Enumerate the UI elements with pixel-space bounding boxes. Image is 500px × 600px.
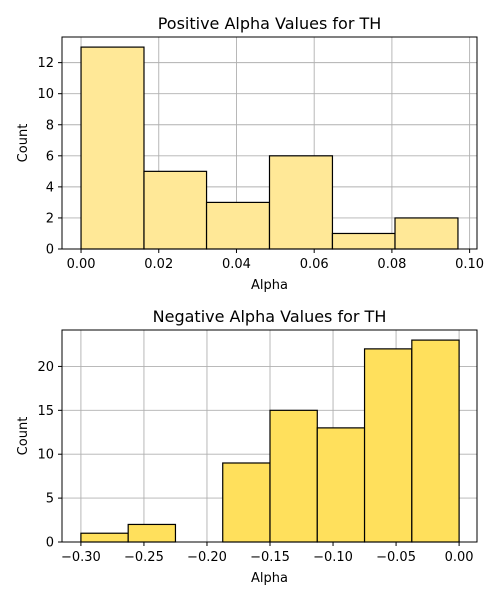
x-tick-label: 0.04 <box>222 257 251 272</box>
bar-0 <box>80 46 145 250</box>
y-tick-label: 0 <box>46 536 54 551</box>
chart-title: Positive Alpha Values for TH <box>158 14 382 33</box>
y-axis-label: Count <box>16 124 31 163</box>
y-tick-label: 15 <box>37 404 54 419</box>
y-axis: 0 2 4 6 8 10 12 <box>37 56 62 258</box>
x-axis-label: Alpha <box>251 571 288 586</box>
x-axis-label: Alpha <box>251 278 288 293</box>
bars <box>80 46 459 250</box>
bar-6 <box>363 348 413 543</box>
bar-5 <box>394 217 459 250</box>
y-tick-label: 5 <box>46 492 54 507</box>
y-tick-label: 2 <box>46 211 54 226</box>
x-tick-label: 0.00 <box>67 257 96 272</box>
y-tick-label: 4 <box>46 180 54 195</box>
y-axis-label: Count <box>16 417 31 456</box>
x-tick-label: 0.10 <box>455 257 484 272</box>
plot-frame <box>61 36 478 250</box>
plot-frame <box>61 329 478 543</box>
positive-alpha-histogram: 0.00 0.02 0.04 0.06 0.08 0.10 0 2 4 6 8 10 12 Positiv… <box>16 14 484 293</box>
x-tick-label: −0.20 <box>187 550 227 565</box>
y-tick-label: 10 <box>37 448 54 463</box>
chart-title: Negative Alpha Values for TH <box>153 307 387 326</box>
x-tick-label: 0.02 <box>144 257 173 272</box>
y-tick-label: 20 <box>37 360 54 375</box>
y-tick-label: 6 <box>46 149 54 164</box>
y-tick-label: 12 <box>37 56 54 71</box>
x-tick-label: 0.08 <box>377 257 406 272</box>
bar-1 <box>127 523 177 543</box>
bar-7 <box>411 339 460 543</box>
x-tick-label: −0.10 <box>313 550 353 565</box>
bar-4 <box>269 409 318 543</box>
bar-1 <box>143 170 208 250</box>
bar-3 <box>268 155 334 250</box>
x-tick-label: −0.30 <box>61 550 101 565</box>
x-tick-label: −0.25 <box>124 550 164 565</box>
bars <box>80 339 460 543</box>
bar-0 <box>80 532 129 543</box>
y-tick-label: 10 <box>37 87 54 102</box>
x-tick-label: −0.15 <box>250 550 290 565</box>
x-axis: −0.30 −0.25 −0.20 −0.15 −0.10 −0.05 0.00 <box>61 542 474 565</box>
bar-4 <box>331 232 396 250</box>
y-tick-label: 8 <box>46 118 54 133</box>
x-tick-label: 0.00 <box>445 550 474 565</box>
x-axis: 0.00 0.02 0.04 0.06 0.08 0.10 <box>67 249 484 272</box>
bar-3 <box>222 462 271 543</box>
x-tick-label: −0.05 <box>376 550 416 565</box>
negative-alpha-histogram: −0.30 −0.25 −0.20 −0.15 −0.10 −0.05 0.00 0 5 10 15… <box>16 307 478 586</box>
y-tick-label: 0 <box>46 243 54 258</box>
x-tick-label: 0.06 <box>300 257 329 272</box>
bar-5 <box>316 427 366 543</box>
bar-2 <box>205 201 271 250</box>
y-axis: 0 5 10 15 20 <box>37 360 62 551</box>
